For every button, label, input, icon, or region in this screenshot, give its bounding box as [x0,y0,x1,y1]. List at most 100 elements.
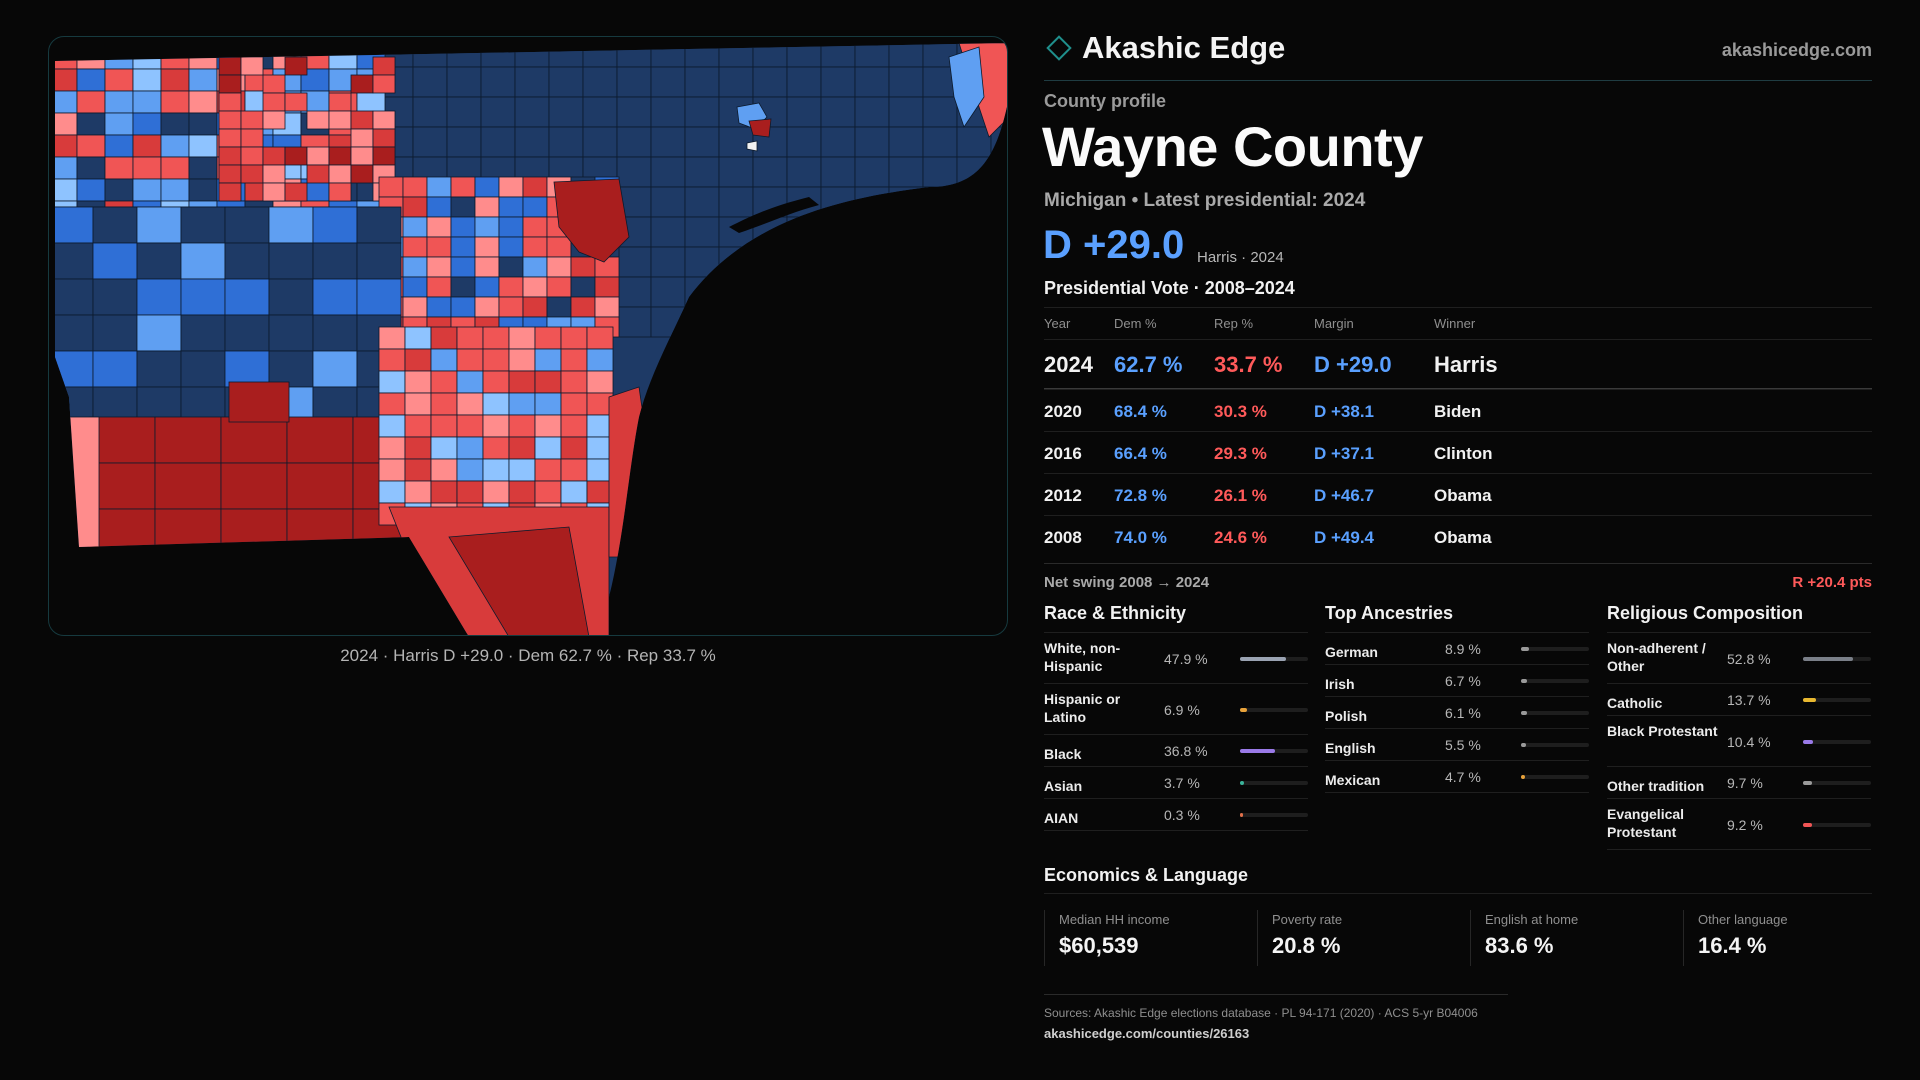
precinct[interactable] [188,178,218,202]
precinct[interactable] [820,156,856,188]
dearborn-region[interactable] [553,178,630,263]
precinct[interactable] [480,37,516,68]
precinct[interactable] [188,112,218,136]
precinct[interactable] [888,216,924,248]
precinct[interactable] [482,370,510,394]
precinct[interactable] [922,276,958,308]
township[interactable] [154,508,222,556]
precinct[interactable] [616,246,652,278]
township[interactable] [224,350,270,388]
precinct[interactable] [820,96,856,128]
precinct[interactable] [328,46,358,70]
precinct[interactable] [684,186,720,218]
precinct[interactable] [446,96,482,128]
precinct[interactable] [262,110,286,130]
township[interactable] [92,350,138,388]
precinct[interactable] [474,216,500,238]
township[interactable] [224,206,270,244]
precinct[interactable] [262,74,286,94]
precinct[interactable] [76,156,106,180]
precinct[interactable] [498,196,524,218]
precinct[interactable] [888,96,924,128]
precinct[interactable] [786,37,822,68]
township[interactable] [180,278,226,316]
precinct[interactable] [474,176,500,198]
township[interactable] [180,206,226,244]
precinct[interactable] [378,480,406,504]
township[interactable] [88,462,156,510]
precinct[interactable] [328,146,352,166]
township[interactable] [312,278,358,316]
precinct[interactable] [188,68,218,92]
precinct[interactable] [786,246,822,278]
precinct[interactable] [922,96,958,128]
precinct[interactable] [522,176,548,198]
precinct[interactable] [522,296,548,318]
precinct[interactable] [956,276,992,308]
precinct[interactable] [854,37,890,68]
precinct[interactable] [456,458,484,482]
precinct[interactable] [104,156,134,180]
precinct[interactable] [456,392,484,416]
precinct[interactable] [508,414,536,438]
grosse-pointe[interactable] [948,46,985,128]
precinct[interactable] [350,74,374,94]
township[interactable] [136,314,182,352]
grosse-ile[interactable] [608,386,650,558]
precinct[interactable] [582,96,618,128]
precinct[interactable] [450,296,476,318]
precinct[interactable] [854,156,890,188]
precinct[interactable] [378,458,406,482]
precinct[interactable] [560,458,588,482]
precinct[interactable] [372,56,396,76]
precinct[interactable] [262,92,286,112]
township[interactable] [92,242,138,280]
precinct[interactable] [284,146,308,166]
precinct[interactable] [854,246,890,278]
precinct[interactable] [378,370,406,394]
precinct[interactable] [684,156,720,188]
precinct[interactable] [49,68,78,92]
precinct[interactable] [684,126,720,158]
precinct[interactable] [430,436,458,460]
precinct[interactable] [560,480,588,504]
township[interactable] [180,350,226,388]
precinct[interactable] [718,156,754,188]
precinct[interactable] [49,90,78,114]
precinct[interactable] [650,246,686,278]
township[interactable] [154,554,222,602]
precinct[interactable] [456,370,484,394]
precinct[interactable] [786,66,822,98]
precinct[interactable] [412,37,448,68]
enclave[interactable] [746,140,758,152]
precinct[interactable] [132,112,162,136]
precinct[interactable] [546,236,572,258]
precinct[interactable] [534,436,562,460]
precinct[interactable] [498,176,524,198]
precinct[interactable] [854,126,890,158]
precinct[interactable] [356,90,386,114]
precinct[interactable] [650,156,686,188]
precinct[interactable] [508,480,536,504]
precinct[interactable] [104,178,134,202]
brand[interactable]: Akashic Edge [1044,30,1285,66]
township[interactable] [268,206,314,244]
precinct[interactable] [132,178,162,202]
precinct[interactable] [820,37,856,68]
precinct[interactable] [718,306,754,338]
precinct[interactable] [888,37,924,68]
precinct[interactable] [482,436,510,460]
precinct[interactable] [474,276,500,298]
precinct[interactable] [160,90,190,114]
precinct[interactable] [560,370,588,394]
precinct[interactable] [328,110,352,130]
township[interactable] [220,462,288,510]
precinct[interactable] [752,66,788,98]
precinct[interactable] [132,90,162,114]
precinct[interactable] [956,156,992,188]
precinct[interactable] [650,216,686,248]
precinct[interactable] [76,46,106,70]
precinct[interactable] [786,96,822,128]
precinct[interactable] [534,458,562,482]
precinct[interactable] [450,276,476,298]
